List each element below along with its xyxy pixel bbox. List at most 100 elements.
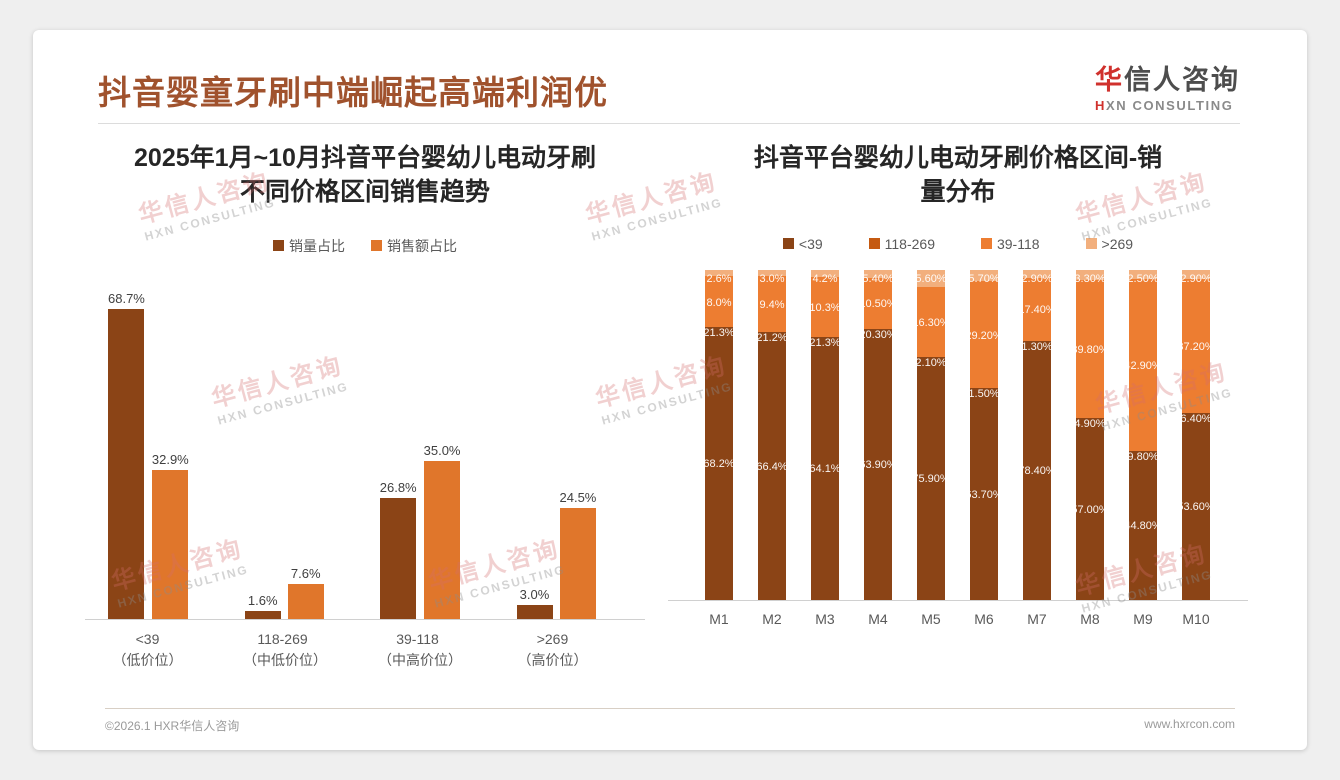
segment-label: 75.90% [912, 473, 950, 486]
segment-39-118 [705, 276, 733, 328]
segment-label: 5.60% [915, 272, 947, 285]
footer-copyright: ©2026.1 HXR华信人咨询 [105, 719, 240, 733]
bar-value-label: 26.8% [379, 479, 417, 495]
month-label: M8 [1080, 610, 1100, 627]
segment-39-118 [970, 281, 998, 389]
left-chart-legend: 销量占比 销售额占比 [85, 236, 645, 256]
segment-label: 10.3% [809, 301, 841, 314]
month-label: M5 [921, 610, 941, 627]
legend-item: 118-269 [868, 236, 935, 252]
segment-39-118 [758, 276, 786, 333]
segment-label: 8.0% [706, 296, 732, 309]
segment-label: 44.80% [1124, 520, 1162, 533]
bar-column: 35.0% [424, 443, 461, 619]
bar-column: 1.6% [244, 593, 281, 619]
segment-gt269 [1182, 269, 1210, 280]
segment-label: 4.2% [812, 272, 838, 285]
x-axis-range: <39 [135, 630, 160, 647]
legend-item: 39-118 [980, 235, 1040, 252]
legend-label: >269 [1101, 235, 1134, 252]
legend-item: <39 [782, 236, 823, 252]
segment-gt269 [1076, 269, 1104, 281]
segment-label: 2.10% [915, 356, 947, 369]
legend-swatch [868, 238, 880, 249]
segment-gt269 [864, 269, 892, 278]
segment-gt269 [811, 269, 839, 277]
legend-item: >269 [1085, 235, 1134, 252]
segment-lt39 [970, 388, 998, 600]
segment-label: 2.50% [1127, 272, 1159, 285]
right-xaxis: M1 M2 M3 M4 M5 M6 M7 M8 M9 M10 [668, 611, 1248, 627]
left-xaxis: <39 （低价位） 118-269 （中低价位） 39-118 （中高价位） >269 （高价… [85, 629, 645, 672]
segment-label: 3.30% [1074, 272, 1106, 285]
bar-value-label: 1.6% [247, 593, 278, 609]
right-chart-title: 抖音平台婴幼儿电动牙刷价格区间-销 量分布 [753, 144, 1163, 206]
segment-gt269 [1129, 269, 1157, 280]
bar-column: 68.7% [108, 291, 145, 619]
footer-website: www.hxrcon.com [1144, 717, 1235, 731]
legend-label: 39-118 [996, 235, 1040, 252]
segment-39-118 [1023, 277, 1051, 342]
segment-39-118 [917, 286, 945, 357]
x-axis-label: <39 （低价位） [108, 629, 187, 672]
stacked-bar: 78.40% 1.30% 17.40% 2.90% [1018, 269, 1056, 600]
bar [287, 584, 324, 619]
segment-gt269 [758, 269, 786, 277]
stacked-bar: 64.1% 21.3% 10.3% 4.2% [809, 269, 841, 600]
segment-label: 21.3% [703, 327, 735, 340]
x-axis-label: 118-269 （中低价位） [243, 629, 327, 672]
logo-chinese-text: 华信人咨询 [1095, 65, 1240, 95]
month-label: M2 [762, 610, 782, 627]
segment-label: 6.40% [1180, 413, 1212, 426]
segment-39-118 [1076, 280, 1104, 418]
segment-label: 4.90% [1074, 418, 1106, 430]
bar-column: 32.9% [151, 452, 189, 619]
bar [559, 508, 596, 619]
segment-lt39 [917, 356, 945, 600]
segment-label: 57.00% [1071, 503, 1109, 516]
legend-label: 销售额占比 [387, 237, 457, 254]
bar [244, 611, 281, 619]
stacked-bar: 44.80% 9.80% 42.90% 2.50% [1124, 269, 1162, 600]
segment-label: 2.6% [706, 272, 732, 285]
legend-swatch [980, 238, 992, 249]
segment-gt269 [705, 269, 733, 277]
segment-label: 1.50% [968, 388, 1000, 401]
legend-swatch [782, 238, 794, 249]
segment-lt39 [1023, 341, 1051, 600]
segment-gt269 [970, 269, 998, 282]
stacked-bar: 68.2% 21.3% 8.0% 2.6% [703, 269, 735, 600]
bar-value-label: 32.9% [151, 452, 189, 468]
month-label: M9 [1133, 610, 1153, 627]
left-plot: 68.7% 32.9% 1.6% 7.6% 26.8% 35.0% 3.0% 24.5% [85, 274, 645, 620]
segment-label: 2.90% [1021, 272, 1053, 285]
segment-label: 39.80% [1071, 344, 1109, 357]
segment-39-118 [811, 276, 839, 338]
slide: 抖音婴童牙刷中端崛起高端利润优 华信人咨询 HXN CONSULTING 202… [33, 30, 1307, 750]
x-axis-tier: （低价位） [112, 652, 183, 669]
bar [516, 605, 553, 619]
segment-39-118 [1129, 279, 1157, 451]
stacked-bar: 63.90% 20.30% 10.50% 5.40% [859, 269, 897, 600]
segment-label: 9.4% [759, 299, 785, 312]
segment-label: 66.4% [756, 460, 788, 473]
segment-lt39 [864, 328, 892, 600]
x-axis-tier: （中高价位） [378, 652, 462, 669]
stacked-bar: 75.90% 2.10% 16.30% 5.60% [912, 269, 950, 600]
bar-value-label: 7.6% [290, 566, 321, 582]
segment-label: 63.70% [965, 488, 1003, 501]
bar-group: 3.0% 24.5% [516, 490, 596, 619]
month-label: M3 [815, 610, 835, 627]
segment-label: 64.1% [809, 463, 841, 476]
segment-39-118 [1182, 279, 1210, 414]
legend-swatch [1085, 238, 1097, 249]
segment-gt269 [1023, 269, 1051, 278]
x-axis-label: 39-118 （中高价位） [378, 629, 462, 672]
x-axis-range: 39-118 [396, 630, 439, 647]
segment-label: 20.30% [859, 328, 897, 341]
segment-label: 21.2% [756, 332, 788, 345]
segment-label: 63.90% [859, 459, 897, 472]
legend-label: 销量占比 [289, 237, 345, 254]
page-title: 抖音婴童牙刷中端崛起高端利润优 [98, 74, 608, 111]
bar [152, 470, 189, 619]
